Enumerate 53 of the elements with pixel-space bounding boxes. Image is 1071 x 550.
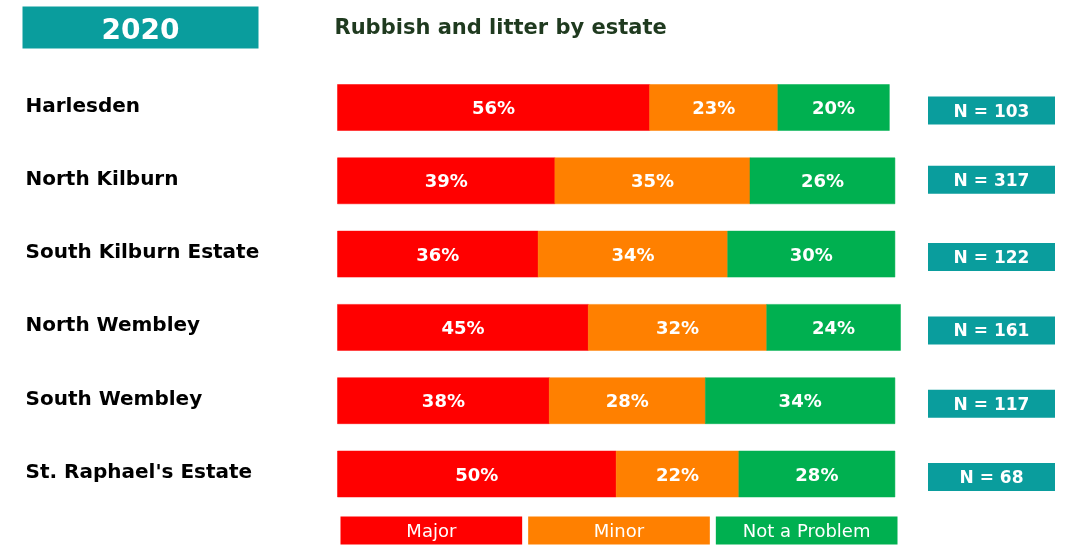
- series-label: Minor: [593, 520, 645, 541]
- bar: [337, 377, 550, 424]
- text: N = 317: [953, 169, 1030, 190]
- text: N = 68: [959, 467, 1024, 487]
- bar: [588, 304, 767, 351]
- bar: [554, 157, 751, 205]
- data-label: 26%: [800, 170, 845, 192]
- data-label: 30%: [789, 243, 833, 265]
- text: N = 161: [953, 320, 1030, 341]
- data-label: 20%: [812, 97, 856, 118]
- data-label: 28%: [605, 390, 649, 412]
- text: N = 117: [953, 393, 1030, 414]
- series-label: Major: [406, 520, 457, 541]
- y-tick-label: South Wembley: [25, 385, 203, 410]
- bar: [749, 157, 896, 205]
- y-tick-label: South Kilburn Estate: [25, 239, 260, 264]
- bar: [337, 450, 617, 498]
- text: N = 122: [953, 247, 1030, 268]
- data-label: 45%: [441, 316, 485, 338]
- data-label: 34%: [778, 390, 822, 412]
- data-label: 22%: [655, 463, 700, 485]
- y-tick-label: Harlesden: [25, 92, 141, 117]
- data-label: 35%: [630, 170, 674, 192]
- bar: [337, 230, 539, 278]
- data-label: 56%: [472, 97, 516, 118]
- data-label: 36%: [416, 243, 460, 265]
- bar: [777, 84, 890, 131]
- y-tick-label: North Wembley: [25, 312, 201, 337]
- bar: [727, 230, 896, 278]
- bar: [649, 84, 779, 131]
- text: N = 103: [953, 100, 1030, 121]
- bar: [337, 304, 589, 351]
- bar: [337, 157, 556, 205]
- data-label: 32%: [655, 316, 700, 338]
- series-label: Not a Problem: [742, 520, 871, 541]
- y-tick-label: North Kilburn: [25, 165, 179, 190]
- chart-subtitle: 2020: [101, 13, 180, 46]
- y-tick-label: St. Raphael's Estate: [25, 459, 253, 483]
- data-label: 39%: [424, 170, 468, 192]
- bar: [537, 230, 728, 278]
- bar: [615, 450, 740, 498]
- data-label: 28%: [795, 463, 839, 485]
- bar: [337, 84, 650, 131]
- bar: [549, 377, 706, 424]
- data-label: 38%: [421, 390, 465, 412]
- data-label: 50%: [455, 463, 499, 485]
- bar: [738, 450, 896, 498]
- bar: [766, 304, 901, 351]
- data-label: 23%: [692, 97, 736, 118]
- chart-title: Rubbish and litter by estate: [334, 14, 667, 39]
- bar: [705, 377, 896, 424]
- data-label: 24%: [812, 316, 856, 338]
- data-label: 34%: [611, 243, 655, 265]
